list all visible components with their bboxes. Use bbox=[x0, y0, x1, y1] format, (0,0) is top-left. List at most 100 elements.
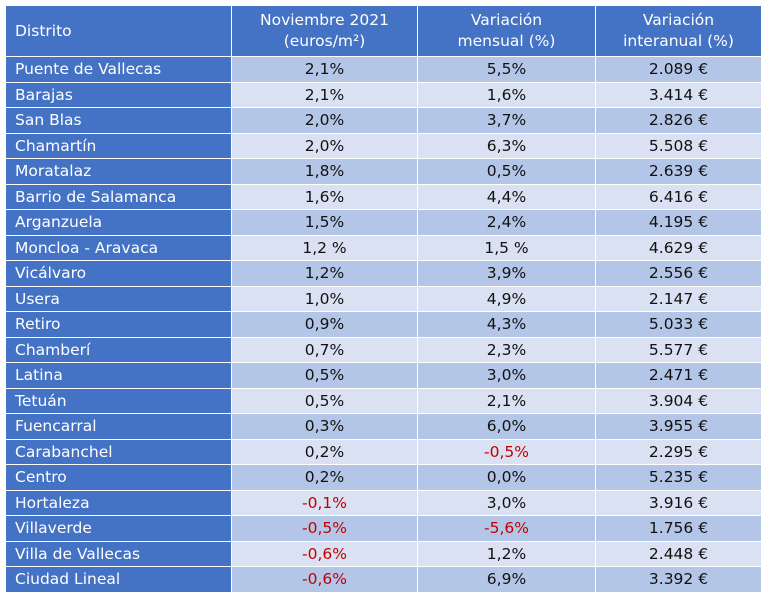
variacion-interanual-cell: 5.508 € bbox=[595, 132, 762, 159]
table-row: Carabanchel 0,2% -0,5% 2.295 € bbox=[5, 438, 762, 465]
table-row: Fuencarral 0,3% 6,0% 3.955 € bbox=[5, 413, 762, 440]
noviembre-2021-cell: -0,6% bbox=[231, 540, 418, 567]
variacion-mensual-cell: 3,0% bbox=[417, 489, 596, 516]
district-cell: Villaverde bbox=[5, 515, 232, 542]
noviembre-2021-cell: 0,2% bbox=[231, 438, 418, 465]
noviembre-2021-cell: 1,2 % bbox=[231, 234, 418, 261]
variacion-mensual-cell: 6,9% bbox=[417, 566, 596, 593]
table-row: Hortaleza -0,1% 3,0% 3.916 € bbox=[5, 489, 762, 516]
header-distrito-label: Distrito bbox=[15, 21, 72, 40]
district-cell: Moncloa - Aravaca bbox=[5, 234, 232, 261]
district-cell: Chamberí bbox=[5, 336, 232, 363]
header-distrito: Distrito bbox=[5, 5, 232, 57]
variacion-interanual-cell: 4.629 € bbox=[595, 234, 762, 261]
noviembre-2021-cell: 0,5% bbox=[231, 387, 418, 414]
noviembre-2021-cell: 0,5% bbox=[231, 362, 418, 389]
variacion-interanual-cell: 5.033 € bbox=[595, 311, 762, 338]
variacion-interanual-cell: 2.826 € bbox=[595, 107, 762, 134]
noviembre-2021-cell: -0,5% bbox=[231, 515, 418, 542]
header-variacion-mensual-line1: Variación bbox=[470, 11, 543, 29]
district-cell: Retiro bbox=[5, 311, 232, 338]
table-row: Moratalaz 1,8% 0,5% 2.639 € bbox=[5, 158, 762, 185]
district-cell: Puente de Vallecas bbox=[5, 56, 232, 83]
table-row: Latina 0,5% 3,0% 2.471 € bbox=[5, 362, 762, 389]
noviembre-2021-cell: -0,1% bbox=[231, 489, 418, 516]
variacion-interanual-cell: 2.089 € bbox=[595, 56, 762, 83]
header-variacion-interanual-line1: Variación bbox=[642, 11, 715, 29]
noviembre-2021-cell: 2,0% bbox=[231, 132, 418, 159]
noviembre-2021-cell: 1,6% bbox=[231, 183, 418, 210]
district-cell: Barrio de Salamanca bbox=[5, 183, 232, 210]
table-row: Villaverde -0,5% -5,6% 1.756 € bbox=[5, 515, 762, 542]
variacion-mensual-cell: 5,5% bbox=[417, 56, 596, 83]
variacion-mensual-cell: 3,0% bbox=[417, 362, 596, 389]
table-row: Chamartín 2,0% 6,3% 5.508 € bbox=[5, 132, 762, 159]
noviembre-2021-cell: 1,5% bbox=[231, 209, 418, 236]
table-row: Retiro 0,9% 4,3% 5.033 € bbox=[5, 311, 762, 338]
variacion-mensual-cell: 2,1% bbox=[417, 387, 596, 414]
variacion-interanual-cell: 1.756 € bbox=[595, 515, 762, 542]
noviembre-2021-cell: 0,2% bbox=[231, 464, 418, 491]
variacion-mensual-cell: 4,4% bbox=[417, 183, 596, 210]
table-row: Vicálvaro 1,2% 3,9% 2.556 € bbox=[5, 260, 762, 287]
table-body: Puente de Vallecas 2,1% 5,5% 2.089 € Barajas… bbox=[5, 56, 762, 593]
variacion-mensual-cell: -5,6% bbox=[417, 515, 596, 542]
district-cell: Ciudad Lineal bbox=[5, 566, 232, 593]
district-cell: Usera bbox=[5, 285, 232, 312]
header-noviembre-2021-line2: (euros/m²) bbox=[283, 32, 366, 50]
noviembre-2021-cell: 0,9% bbox=[231, 311, 418, 338]
table-row: Barrio de Salamanca 1,6% 4,4% 6.416 € bbox=[5, 183, 762, 210]
variacion-interanual-cell: 2.295 € bbox=[595, 438, 762, 465]
header-noviembre-2021-line1: Noviembre 2021 bbox=[260, 11, 389, 29]
noviembre-2021-cell: 1,2% bbox=[231, 260, 418, 287]
district-cell: Barajas bbox=[5, 81, 232, 108]
header-variacion-mensual-line2: mensual (%) bbox=[457, 32, 556, 50]
variacion-interanual-cell: 3.414 € bbox=[595, 81, 762, 108]
district-cell: Chamartín bbox=[5, 132, 232, 159]
district-cell: Tetuán bbox=[5, 387, 232, 414]
variacion-interanual-cell: 3.916 € bbox=[595, 489, 762, 516]
variacion-interanual-cell: 5.235 € bbox=[595, 464, 762, 491]
table-row: Centro 0,2% 0,0% 5.235 € bbox=[5, 464, 762, 491]
variacion-interanual-cell: 4.195 € bbox=[595, 209, 762, 236]
variacion-interanual-cell: 2.147 € bbox=[595, 285, 762, 312]
variacion-mensual-cell: 3,7% bbox=[417, 107, 596, 134]
table-row: San Blas 2,0% 3,7% 2.826 € bbox=[5, 107, 762, 134]
variacion-mensual-cell: 6,0% bbox=[417, 413, 596, 440]
table-row: Ciudad Lineal -0,6% 6,9% 3.392 € bbox=[5, 566, 762, 593]
variacion-interanual-cell: 3.392 € bbox=[595, 566, 762, 593]
district-cell: Arganzuela bbox=[5, 209, 232, 236]
table-row: Arganzuela 1,5% 2,4% 4.195 € bbox=[5, 209, 762, 236]
noviembre-2021-cell: 2,1% bbox=[231, 81, 418, 108]
district-cell: Latina bbox=[5, 362, 232, 389]
variacion-mensual-cell: 4,9% bbox=[417, 285, 596, 312]
table-header: Distrito Noviembre 2021 (euros/m²) Varia… bbox=[5, 5, 762, 57]
variacion-mensual-cell: 0,0% bbox=[417, 464, 596, 491]
header-row: Distrito Noviembre 2021 (euros/m²) Varia… bbox=[5, 5, 762, 57]
district-cell: Vicálvaro bbox=[5, 260, 232, 287]
table-row: Puente de Vallecas 2,1% 5,5% 2.089 € bbox=[5, 56, 762, 83]
district-cell: Carabanchel bbox=[5, 438, 232, 465]
variacion-mensual-cell: 0,5% bbox=[417, 158, 596, 185]
district-cell: San Blas bbox=[5, 107, 232, 134]
variacion-interanual-cell: 2.448 € bbox=[595, 540, 762, 567]
variacion-interanual-cell: 2.639 € bbox=[595, 158, 762, 185]
table-row: Moncloa - Aravaca 1,2 % 1,5 % 4.629 € bbox=[5, 234, 762, 261]
noviembre-2021-cell: 1,0% bbox=[231, 285, 418, 312]
district-cell: Villa de Vallecas bbox=[5, 540, 232, 567]
district-cell: Centro bbox=[5, 464, 232, 491]
variacion-mensual-cell: 2,3% bbox=[417, 336, 596, 363]
variacion-interanual-cell: 6.416 € bbox=[595, 183, 762, 210]
district-price-table: Distrito Noviembre 2021 (euros/m²) Varia… bbox=[5, 5, 762, 593]
noviembre-2021-cell: 2,1% bbox=[231, 56, 418, 83]
variacion-mensual-cell: 1,5 % bbox=[417, 234, 596, 261]
variacion-mensual-cell: 6,3% bbox=[417, 132, 596, 159]
variacion-mensual-cell: 4,3% bbox=[417, 311, 596, 338]
district-cell: Hortaleza bbox=[5, 489, 232, 516]
header-noviembre-2021: Noviembre 2021 (euros/m²) bbox=[231, 5, 418, 57]
header-variacion-interanual: Variación interanual (%) bbox=[595, 5, 762, 57]
noviembre-2021-cell: 0,7% bbox=[231, 336, 418, 363]
variacion-interanual-cell: 2.556 € bbox=[595, 260, 762, 287]
table-row: Chamberí 0,7% 2,3% 5.577 € bbox=[5, 336, 762, 363]
variacion-interanual-cell: 3.955 € bbox=[595, 413, 762, 440]
